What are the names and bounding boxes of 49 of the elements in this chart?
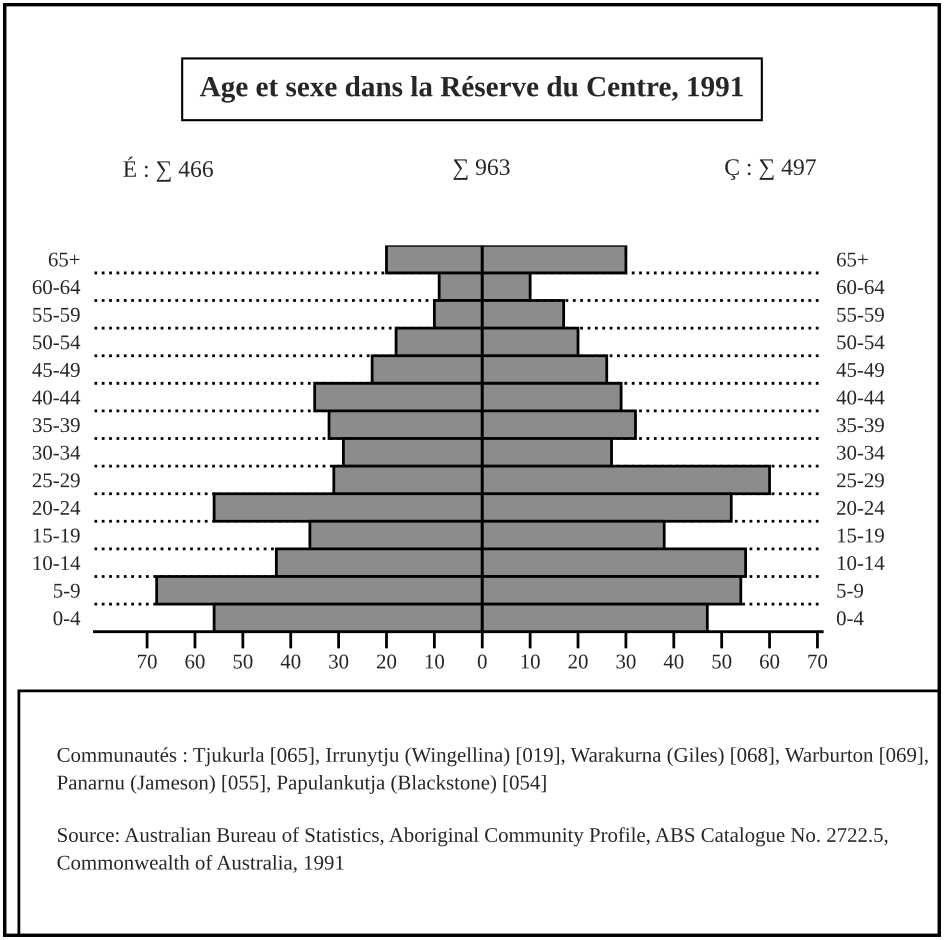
x-tick-label: 40 (280, 654, 300, 669)
y-tick-label: 60-64 (837, 280, 884, 294)
y-tick-label: 40-44 (836, 390, 884, 405)
category-label: 45-49 (32, 362, 80, 377)
y-tick-label: 25-29 (837, 473, 884, 488)
text: ∑ 963 (453, 159, 510, 180)
category-label: 50-54 (33, 335, 80, 350)
text: É : ∑ 466 (123, 156, 213, 182)
x-tick-label: 30 (329, 654, 348, 669)
category-label: 25-29 (32, 473, 80, 488)
x-tick-label: 10 (426, 654, 444, 669)
y-tick-label: 10-14 (838, 556, 884, 570)
x-tick-label: 50 (234, 654, 252, 669)
y-tick-label: 65+ (837, 252, 868, 267)
category-label: 55-59 (33, 308, 80, 322)
source-note: Source: Australian Bureau of Statistics, Aboriginal Community Profile, ABS Catalogue No. 2722.5, Commonwealth of Australia, 1991 (57, 827, 888, 873)
category-label: 10-14 (34, 556, 80, 570)
y-tick-label: 20-24 (837, 500, 884, 515)
category-label: 20-24 (32, 500, 80, 515)
x-tick-label: 10 (522, 654, 540, 669)
x-tick-label: 60 (185, 654, 205, 669)
x-tick-label: 60 (760, 654, 780, 669)
x-tick-label: 70 (138, 654, 157, 669)
category-label: 60-64 (32, 280, 80, 294)
y-tick-label: 50-54 (837, 335, 884, 350)
x-tick-label: 50 (712, 654, 732, 669)
y-tick-label: 55-59 (837, 308, 884, 322)
category-label: 15-19 (34, 528, 80, 543)
category-label: 5-9 (54, 584, 80, 598)
x-tick-label: 30 (616, 654, 636, 669)
x-tick-label: 70 (808, 654, 828, 669)
category-label: 35-39 (32, 418, 80, 432)
x-tick-label: 20 (376, 654, 396, 669)
category-label: 40-44 (32, 390, 80, 405)
chart-title: Age et sexe dans la Réserve du Centre, 1991 (200, 76, 743, 103)
x-tick-label: 20 (568, 654, 588, 669)
category-label: 0-4 (54, 611, 80, 626)
category-label: 65+ (48, 252, 80, 267)
y-tick-label: 5-9 (837, 584, 864, 598)
y-tick-label: 15-19 (838, 528, 884, 543)
y-tick-label: 45-49 (836, 362, 884, 377)
x-tick-label: 0 (478, 654, 487, 669)
y-tick-label: 30-34 (837, 446, 884, 460)
y-tick-label: 0-4 (836, 611, 864, 626)
text: Ç : ∑ 497 (725, 159, 816, 180)
text: Communautés : Tjukurla [065], Irrunytju (Wingellina) [019], Warakurna (Giles) [068], Warburton [069], Panarnu (Jameson) [055], Papulankutja (Blackstone) [054] (57, 747, 928, 794)
y-tick-label: 35-39 (837, 418, 884, 432)
category-label: 30-34 (32, 446, 80, 460)
x-tick-label: 40 (664, 654, 684, 669)
